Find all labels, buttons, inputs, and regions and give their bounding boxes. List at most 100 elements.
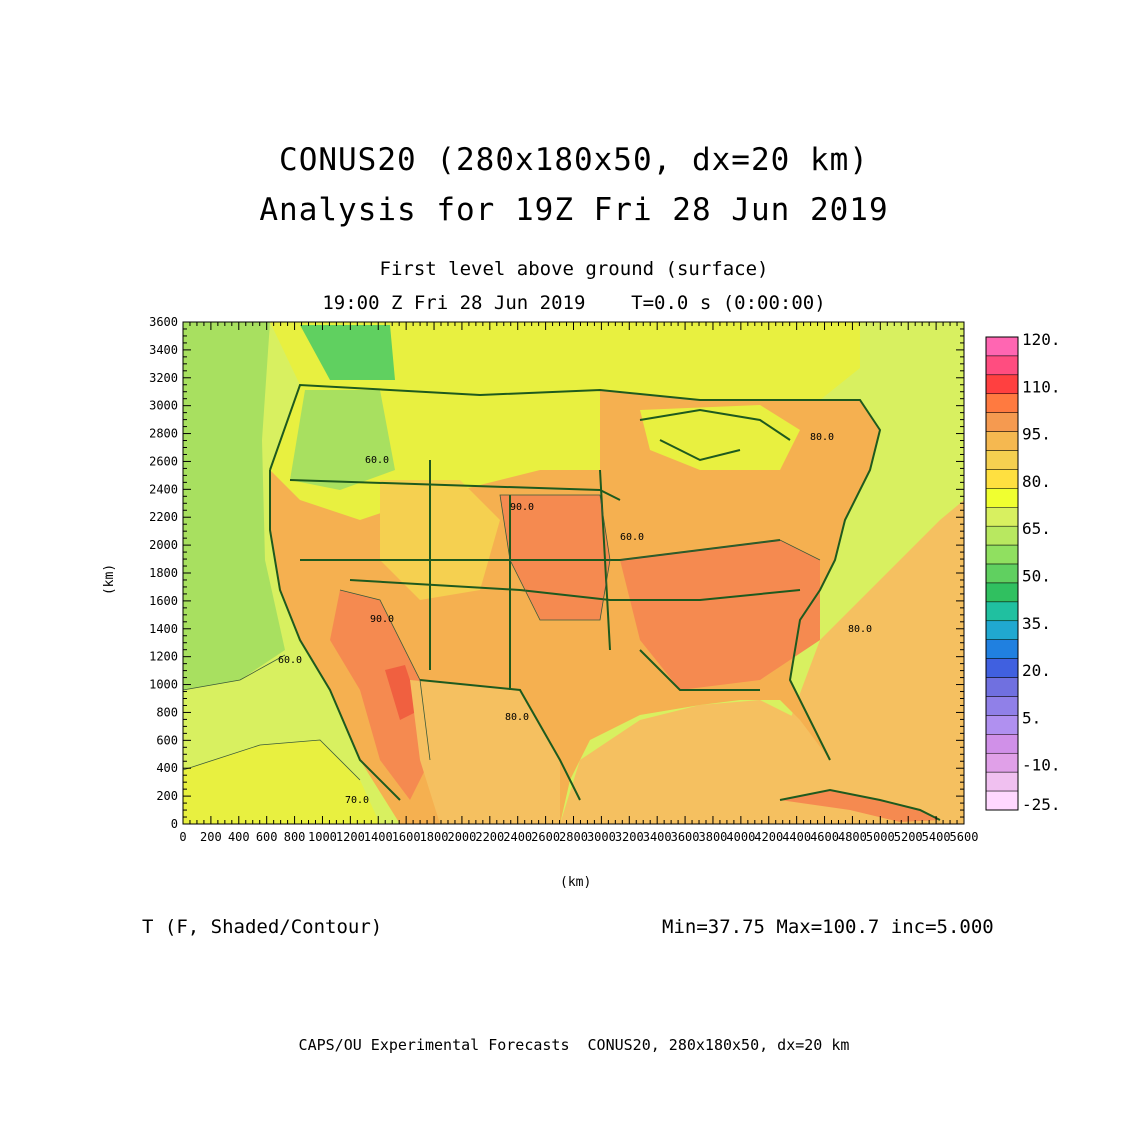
cuba-outline	[779, 788, 941, 821]
y-tick-label: 2200	[149, 510, 178, 524]
credit-line: CAPS/OU Experimental Forecasts CONUS20, …	[298, 1036, 850, 1054]
x-tick-label: 3200	[615, 830, 644, 844]
contour-line	[499, 494, 611, 621]
axis-ticks	[182, 321, 965, 825]
great-lakes	[639, 408, 791, 462]
x-tick-label: 2600	[531, 830, 560, 844]
y-tick-label: 3200	[149, 371, 178, 385]
southwest-max-hot	[385, 665, 420, 720]
x-tick-label: 4600	[810, 830, 839, 844]
x-tick-label: 4800	[838, 830, 867, 844]
contour-line	[183, 654, 286, 691]
y-tick-label: 2600	[149, 454, 178, 468]
colorbar-swatch	[985, 374, 1019, 395]
y-tick-labels: 0 200 400 600 800 1000 1200 1400 1600 1800 2000 220…	[149, 315, 178, 831]
colorbar-swatch	[985, 336, 1019, 357]
contour-label: 60.0	[365, 455, 389, 466]
colorbar-swatch	[985, 563, 1019, 584]
southeast-hot	[620, 540, 820, 690]
canada-region	[270, 322, 870, 400]
colorbar-label: 5.	[1022, 708, 1041, 727]
y-tick-label: 600	[156, 733, 178, 747]
colorbar-swatch	[985, 639, 1019, 659]
x-tick-label: 3600	[671, 830, 700, 844]
southwest-desert-hot	[330, 590, 430, 800]
contour-line	[619, 539, 821, 561]
colorbar-label: 35.	[1022, 614, 1051, 633]
x-tick-label: 4400	[782, 830, 811, 844]
y-tick-label: 2400	[149, 482, 178, 496]
variable-label: T (F, Shaded/Contour)	[142, 916, 383, 938]
x-tick-label: 1200	[336, 830, 365, 844]
chart-title-line2: Analysis for 19Z Fri 28 Jun 2019	[259, 192, 889, 228]
x-tick-label: 3400	[643, 830, 672, 844]
colorbar-swatch	[985, 393, 1019, 413]
x-tick-label: 5200	[894, 830, 923, 844]
border-line	[419, 649, 760, 801]
atlantic-ocean	[780, 500, 964, 824]
x-tick-label: 1600	[392, 830, 421, 844]
x-tick-label: 2800	[559, 830, 588, 844]
colorbar-swatch	[985, 620, 1019, 640]
colorbar-swatch	[985, 355, 1019, 376]
map-field	[183, 322, 964, 824]
contour-label: 90.0	[510, 502, 534, 513]
y-tick-label: 0	[171, 817, 178, 831]
x-tick-label: 1400	[364, 830, 393, 844]
colorbar-label: -25.	[1022, 795, 1061, 814]
colorbar-swatch	[985, 677, 1019, 697]
colorbar-swatch	[985, 488, 1019, 508]
colorbar-swatch	[985, 450, 1019, 470]
x-tick-label: 5600	[950, 830, 979, 844]
y-tick-label: 800	[156, 705, 178, 719]
x-tick-label: 200	[200, 830, 222, 844]
colorbar-swatch	[985, 715, 1019, 735]
x-tick-label: 1800	[420, 830, 449, 844]
contour-line	[339, 589, 431, 761]
colorbar-label: -10.	[1022, 756, 1061, 775]
x-tick-label: 3800	[699, 830, 728, 844]
contour-labels: 60.0 70.0 90.0 90.0 60.0 80.0 60.0 80.0 …	[278, 432, 872, 806]
colorbar-label: 110.	[1022, 377, 1061, 396]
colorbar-swatch	[985, 525, 1019, 546]
y-tick-label: 3400	[149, 343, 178, 357]
canada-east-region	[860, 322, 964, 500]
x-tick-label: 5400	[922, 830, 951, 844]
colorbar-swatch	[985, 412, 1019, 432]
rockies-mild	[380, 480, 500, 600]
colorbar-swatch	[985, 734, 1019, 754]
x-tick-label: 400	[228, 830, 250, 844]
contour-label: 90.0	[370, 614, 394, 625]
colorbar-label: 80.	[1022, 472, 1051, 491]
contour-line	[183, 739, 361, 781]
x-tick-label: 2200	[475, 830, 504, 844]
x-tick-label: 5000	[866, 830, 895, 844]
contours	[183, 494, 821, 781]
colorbar-swatch	[985, 790, 1019, 811]
y-tick-label: 1800	[149, 566, 178, 580]
colorbar-swatch	[985, 582, 1019, 603]
pacific-northwest-cool	[290, 390, 395, 490]
gulf-of-mexico	[560, 700, 800, 824]
y-tick-label: 1600	[149, 594, 178, 608]
central-plains-hot	[500, 495, 610, 620]
x-tick-label: 800	[284, 830, 306, 844]
x-tick-label: 1000	[308, 830, 337, 844]
colorbar-swatch	[985, 544, 1019, 565]
colorbar-swatch	[985, 431, 1019, 451]
x-tick-labels: 0 200 400 600 800 100012001400160018002000220…	[179, 830, 978, 844]
contour-label: 60.0	[278, 655, 302, 666]
contour-label: 80.0	[505, 712, 529, 723]
x-axis-label: (km)	[560, 875, 592, 890]
x-tick-label: 2000	[447, 830, 476, 844]
borders	[269, 383, 941, 821]
contour-label: 70.0	[345, 795, 369, 806]
contour-label: 80.0	[810, 432, 834, 443]
great-lakes-mild	[640, 405, 800, 470]
colorbar-label: 50.	[1022, 567, 1051, 586]
border-line	[349, 579, 801, 601]
border-line	[429, 460, 611, 690]
x-tick-label: 3000	[587, 830, 616, 844]
border-line	[289, 479, 621, 501]
